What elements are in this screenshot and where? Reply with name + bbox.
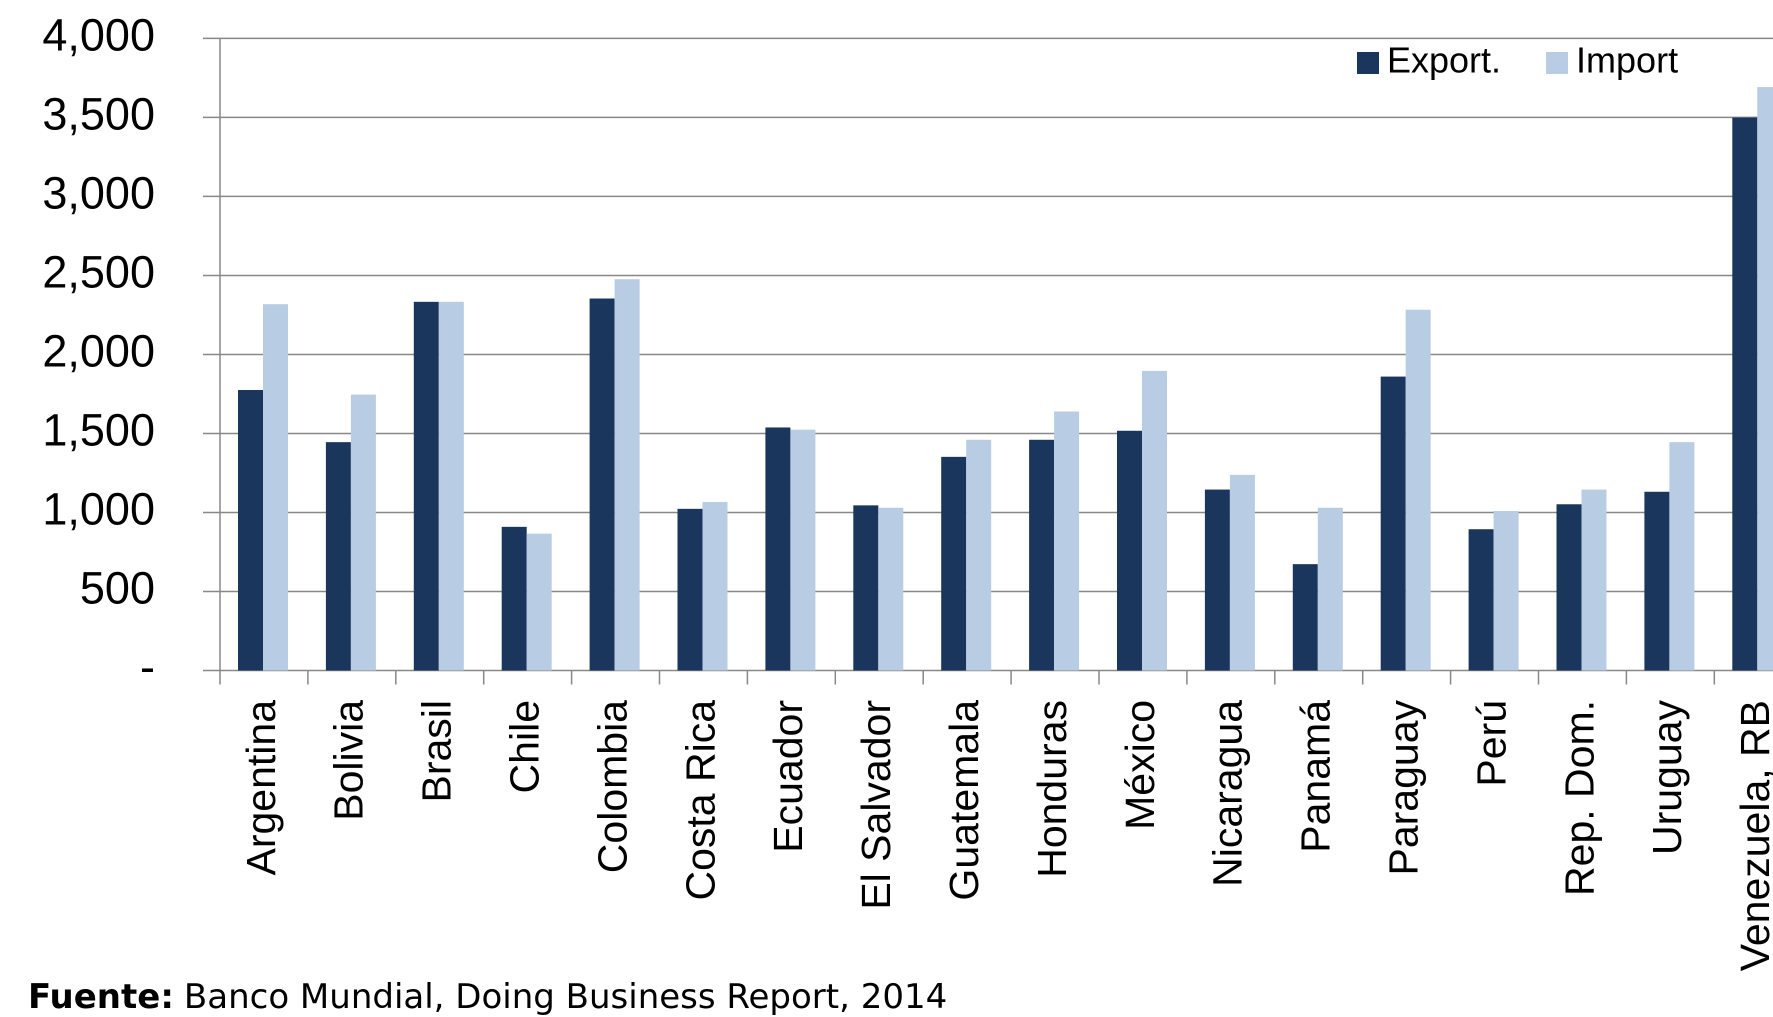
x-tick-label: Guatemala [941, 700, 987, 901]
bar [1581, 489, 1607, 671]
bar [325, 442, 351, 671]
bar [589, 298, 615, 671]
y-tick-label: 4,000 [42, 9, 155, 60]
x-tick-label: Argentina [238, 700, 284, 876]
bar [614, 279, 640, 671]
x-tick-label: Perú [1468, 700, 1514, 787]
bar [790, 429, 816, 671]
bar [1117, 430, 1142, 671]
x-tick-label: Rep. Dom. [1556, 700, 1602, 896]
y-tick-label: 2,000 [42, 325, 155, 376]
bar [1204, 489, 1230, 671]
x-tick-label: Chile [501, 700, 547, 793]
bar [1556, 504, 1582, 671]
bar [966, 439, 992, 671]
x-tick-label: Honduras [1029, 700, 1075, 878]
x-tick-label: Colombia [589, 700, 635, 873]
legend-swatch [1546, 52, 1569, 74]
bar [1493, 511, 1519, 671]
bar [1757, 87, 1773, 671]
bar [501, 526, 527, 671]
bar [526, 533, 552, 671]
x-tick-label: Ecuador [765, 700, 811, 853]
legend-swatch [1357, 52, 1379, 74]
source-text: Banco Mundial, Doing Business Report, 20… [184, 977, 947, 1017]
bar [350, 394, 376, 671]
legend-label: Export. [1387, 40, 1501, 81]
source-label: Fuente: [28, 977, 174, 1017]
y-tick-label: 500 [80, 562, 155, 613]
x-tick-label: México [1117, 700, 1163, 830]
x-tick-label: Paraguay [1380, 700, 1426, 876]
bar [1317, 507, 1343, 671]
bar [1732, 117, 1758, 671]
y-tick-label: 3,500 [42, 88, 155, 139]
source-note: Fuente: Banco Mundial, Doing Business Rep… [28, 977, 947, 1017]
bar [941, 456, 967, 671]
x-tick-label: Uruguay [1644, 700, 1690, 855]
bar [1292, 564, 1318, 671]
y-tick-label: - [140, 641, 155, 692]
legend-label: Import [1576, 40, 1678, 81]
x-tick-label: Venezuela, RB [1732, 700, 1773, 971]
bar [1029, 439, 1055, 671]
bar [1644, 491, 1670, 671]
x-tick-label: Bolivia [326, 700, 372, 821]
x-tick-label: Brasil [414, 700, 460, 803]
y-tick-label: 2,500 [42, 246, 155, 297]
bar [878, 507, 904, 671]
bar [1380, 376, 1406, 671]
bar [702, 502, 728, 671]
bar [238, 390, 263, 671]
bar [263, 304, 288, 671]
bar [413, 301, 439, 671]
y-tick-label: 1,500 [42, 404, 155, 455]
y-tick-label: 1,000 [42, 483, 155, 534]
bar [1229, 474, 1255, 671]
x-tick-label: Costa Rica [677, 700, 723, 901]
bar [438, 301, 464, 671]
x-tick-label: Nicaragua [1205, 700, 1251, 887]
bar [1405, 309, 1431, 671]
bar [1142, 370, 1167, 671]
bar [1669, 442, 1695, 671]
x-tick-label: Panamá [1293, 700, 1339, 853]
y-tick-label: 3,000 [42, 167, 155, 218]
x-tick-label: El Salvador [853, 700, 899, 910]
bar [1054, 411, 1080, 671]
bar [677, 508, 703, 671]
bar [1468, 529, 1494, 671]
bar [765, 427, 791, 671]
bar [853, 505, 879, 671]
